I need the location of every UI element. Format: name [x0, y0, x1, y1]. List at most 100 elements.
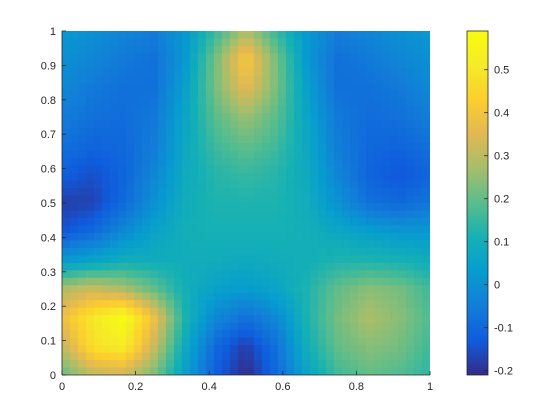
heatmap-cell [70, 90, 79, 99]
heatmap-cell [398, 337, 407, 346]
heatmap-cell [206, 150, 215, 159]
heatmap-cell [102, 352, 111, 361]
heatmap-cell [214, 270, 223, 279]
heatmap-cell [366, 322, 375, 331]
heatmap-cell [358, 105, 367, 114]
heatmap-cell [62, 90, 71, 99]
heatmap-cell [238, 105, 247, 114]
heatmap-cell [62, 98, 71, 107]
heatmap-cell [94, 68, 103, 77]
heatmap-cell [254, 180, 263, 189]
heatmap-cell [110, 188, 119, 197]
heatmap-cell [126, 135, 135, 144]
heatmap-cell [302, 113, 311, 122]
heatmap-cell [102, 203, 111, 212]
heatmap-cell [270, 53, 279, 62]
heatmap-cell [334, 53, 343, 62]
heatmap-cell [294, 292, 303, 301]
heatmap-cell [206, 240, 215, 249]
heatmap-cell [214, 150, 223, 159]
heatmap-cell [254, 158, 263, 167]
heatmap-cell [126, 203, 135, 212]
heatmap-cell [158, 150, 167, 159]
heatmap-cell [278, 225, 287, 234]
heatmap-cell [374, 195, 383, 204]
heatmap-cell [342, 195, 351, 204]
heatmap-cell [174, 38, 183, 47]
heatmap-cell [302, 255, 311, 264]
heatmap-cell [150, 203, 159, 212]
heatmap-cell [142, 31, 151, 40]
heatmap-cell [318, 225, 327, 234]
heatmap-cell [302, 75, 311, 84]
heatmap-cell [254, 345, 263, 354]
heatmap-cell [94, 225, 103, 234]
heatmap-cell [366, 247, 375, 256]
heatmap-cell [310, 337, 319, 346]
heatmap-cell [198, 360, 207, 369]
heatmap-cell [382, 292, 391, 301]
heatmap-cell [262, 83, 271, 92]
heatmap-cell [270, 315, 279, 324]
heatmap-cell [166, 203, 175, 212]
heatmap-cell [238, 158, 247, 167]
heatmap-cell [318, 38, 327, 47]
heatmap-cell [422, 247, 430, 256]
heatmap-cell [262, 38, 271, 47]
heatmap-cell [94, 38, 103, 47]
heatmap-cell [326, 188, 335, 197]
heatmap-cell [366, 90, 375, 99]
heatmap-cell [230, 68, 239, 77]
heatmap-cell [390, 322, 399, 331]
heatmap-cell [406, 75, 415, 84]
heatmap-cell [278, 307, 287, 316]
heatmap-cell [342, 277, 351, 286]
y-tick-label: 1 [50, 26, 56, 38]
heatmap-cell [94, 277, 103, 286]
heatmap-cell [278, 255, 287, 264]
heatmap-cell [286, 300, 295, 309]
heatmap-cell [262, 345, 271, 354]
heatmap-cell [70, 98, 79, 107]
heatmap-cell [150, 225, 159, 234]
heatmap-cell [142, 352, 151, 361]
heatmap-cell [398, 210, 407, 219]
heatmap-cell [342, 255, 351, 264]
heatmap-cell [222, 75, 231, 84]
heatmap-cell [278, 68, 287, 77]
heatmap-cell [70, 240, 79, 249]
heatmap-cell [126, 330, 135, 339]
heatmap-cell [382, 210, 391, 219]
heatmap-cell [310, 322, 319, 331]
heatmap-cell [198, 262, 207, 271]
heatmap-cell [206, 277, 215, 286]
heatmap-cell [110, 165, 119, 174]
heatmap-cell [110, 120, 119, 129]
heatmap-cell [398, 83, 407, 92]
heatmap-cell [310, 128, 319, 137]
heatmap-cell [246, 158, 255, 167]
heatmap-cell [262, 203, 271, 212]
heatmap-cell [318, 247, 327, 256]
heatmap-cells [62, 31, 430, 375]
heatmap-cell [222, 277, 231, 286]
heatmap-cell [190, 300, 199, 309]
heatmap-cell [286, 150, 295, 159]
heatmap-cell [310, 360, 319, 369]
heatmap-cell [406, 120, 415, 129]
heatmap-cell [110, 90, 119, 99]
heatmap-cell [206, 352, 215, 361]
heatmap-cell [230, 307, 239, 316]
heatmap-cell [86, 45, 95, 55]
heatmap-cell [254, 203, 263, 212]
heatmap-cell [174, 135, 183, 144]
heatmap-cell [422, 315, 430, 324]
heatmap-cell [182, 262, 191, 271]
heatmap-cell [158, 180, 167, 189]
heatmap-cell [374, 180, 383, 189]
heatmap-cell [406, 210, 415, 219]
heatmap-cell [302, 143, 311, 152]
heatmap-cell [382, 173, 391, 182]
heatmap-cell [318, 83, 327, 92]
heatmap-cell [150, 330, 159, 339]
